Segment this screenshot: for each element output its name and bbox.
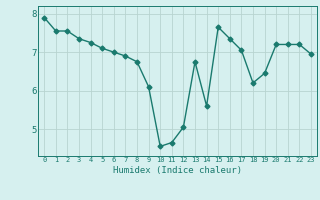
X-axis label: Humidex (Indice chaleur): Humidex (Indice chaleur)	[113, 166, 242, 175]
